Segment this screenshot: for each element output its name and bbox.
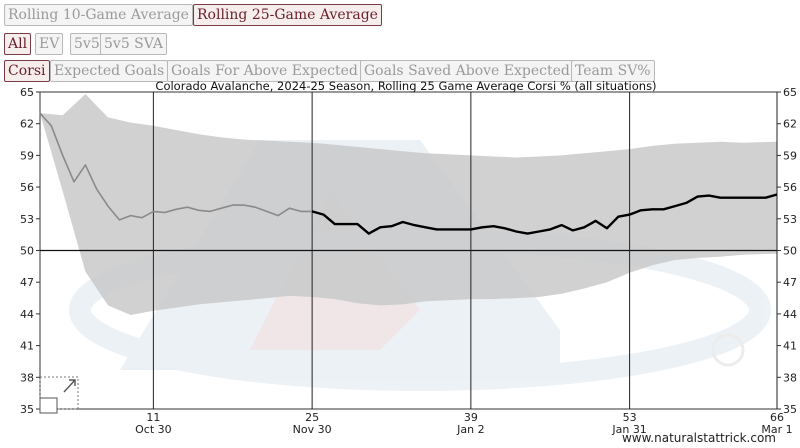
metric-team-svpct-button[interactable]: Team SV% xyxy=(571,60,655,82)
situation-5v5-button[interactable]: 5v5 xyxy=(70,33,104,55)
x-tick-label-3: 53 xyxy=(623,411,637,424)
credit-text: www.naturalstattrick.com xyxy=(622,431,776,445)
y-tick-label-right-3: 44 xyxy=(783,308,797,321)
x-date-label-3: Jan 31 xyxy=(611,423,646,436)
y-tick-label-left-10: 65 xyxy=(20,86,34,99)
y-tick-label-left-0: 35 xyxy=(20,403,34,416)
y-tick-label-left-9: 62 xyxy=(20,118,34,131)
situation-5v5-sva-button[interactable]: 5v5 SVA xyxy=(100,33,168,55)
y-tick-label-right-9: 62 xyxy=(783,118,797,131)
x-tick-label-1: 25 xyxy=(305,411,319,424)
rolling-25-toggle[interactable]: Rolling 25-Game Average xyxy=(193,4,382,26)
y-tick-label-left-1: 38 xyxy=(20,371,34,384)
expand-arrow-icon xyxy=(63,379,76,393)
metric-expected-goals-button[interactable]: Expected Goals xyxy=(50,60,169,82)
x-tick-label-0: 11 xyxy=(146,411,160,424)
x-tick-label-2: 39 xyxy=(464,411,478,424)
zoom-widget[interactable] xyxy=(39,376,79,414)
y-tick-label-right-4: 47 xyxy=(783,276,797,289)
rolling-10-toggle[interactable]: Rolling 10-Game Average xyxy=(4,4,193,26)
metric-gfae-button[interactable]: Goals For Above Expected xyxy=(167,60,362,82)
y-tick-label-right-2: 41 xyxy=(783,340,797,353)
x-tick-label-4: 66 xyxy=(770,411,784,424)
x-date-label-2: Jan 2 xyxy=(456,423,484,436)
y-tick-label-right-7: 56 xyxy=(783,181,797,194)
y-tick-label-left-7: 56 xyxy=(20,181,34,194)
y-tick-label-left-2: 41 xyxy=(20,340,34,353)
x-date-label-0: Oct 30 xyxy=(135,423,172,436)
y-tick-label-left-4: 47 xyxy=(20,276,34,289)
x-date-label-1: Nov 30 xyxy=(293,423,332,436)
series-line-1 xyxy=(311,193,778,235)
league-range-band xyxy=(40,94,777,315)
y-tick-label-right-6: 53 xyxy=(783,213,797,226)
y-tick-label-right-1: 38 xyxy=(783,371,797,384)
chart-title: Colorado Avalanche, 2024-25 Season, Roll… xyxy=(155,80,656,93)
y-tick-label-left-5: 50 xyxy=(20,245,34,258)
y-tick-label-left-3: 44 xyxy=(20,308,34,321)
series-line-0 xyxy=(39,112,313,221)
zoom-box-icon xyxy=(39,397,58,414)
situation-all-button[interactable]: All xyxy=(4,33,32,55)
metric-gsae-button[interactable]: Goals Saved Above Expected xyxy=(360,60,574,82)
metric-corsi-button[interactable]: Corsi xyxy=(4,60,50,82)
y-tick-label-right-10: 65 xyxy=(783,86,797,99)
y-tick-label-left-8: 59 xyxy=(20,149,34,162)
y-tick-label-right-5: 50 xyxy=(783,245,797,258)
x-date-label-4: Mar 1 xyxy=(761,423,792,436)
situation-ev-button[interactable]: EV xyxy=(35,33,64,55)
y-tick-label-right-8: 59 xyxy=(783,149,797,162)
corsi-chart: 35 35 38 38 41 41 44 44 47 47 50 50 53 53 56 56 59 59 62 62… xyxy=(20,80,797,445)
y-tick-label-left-6: 53 xyxy=(20,213,34,226)
y-tick-label-right-0: 35 xyxy=(783,403,797,416)
